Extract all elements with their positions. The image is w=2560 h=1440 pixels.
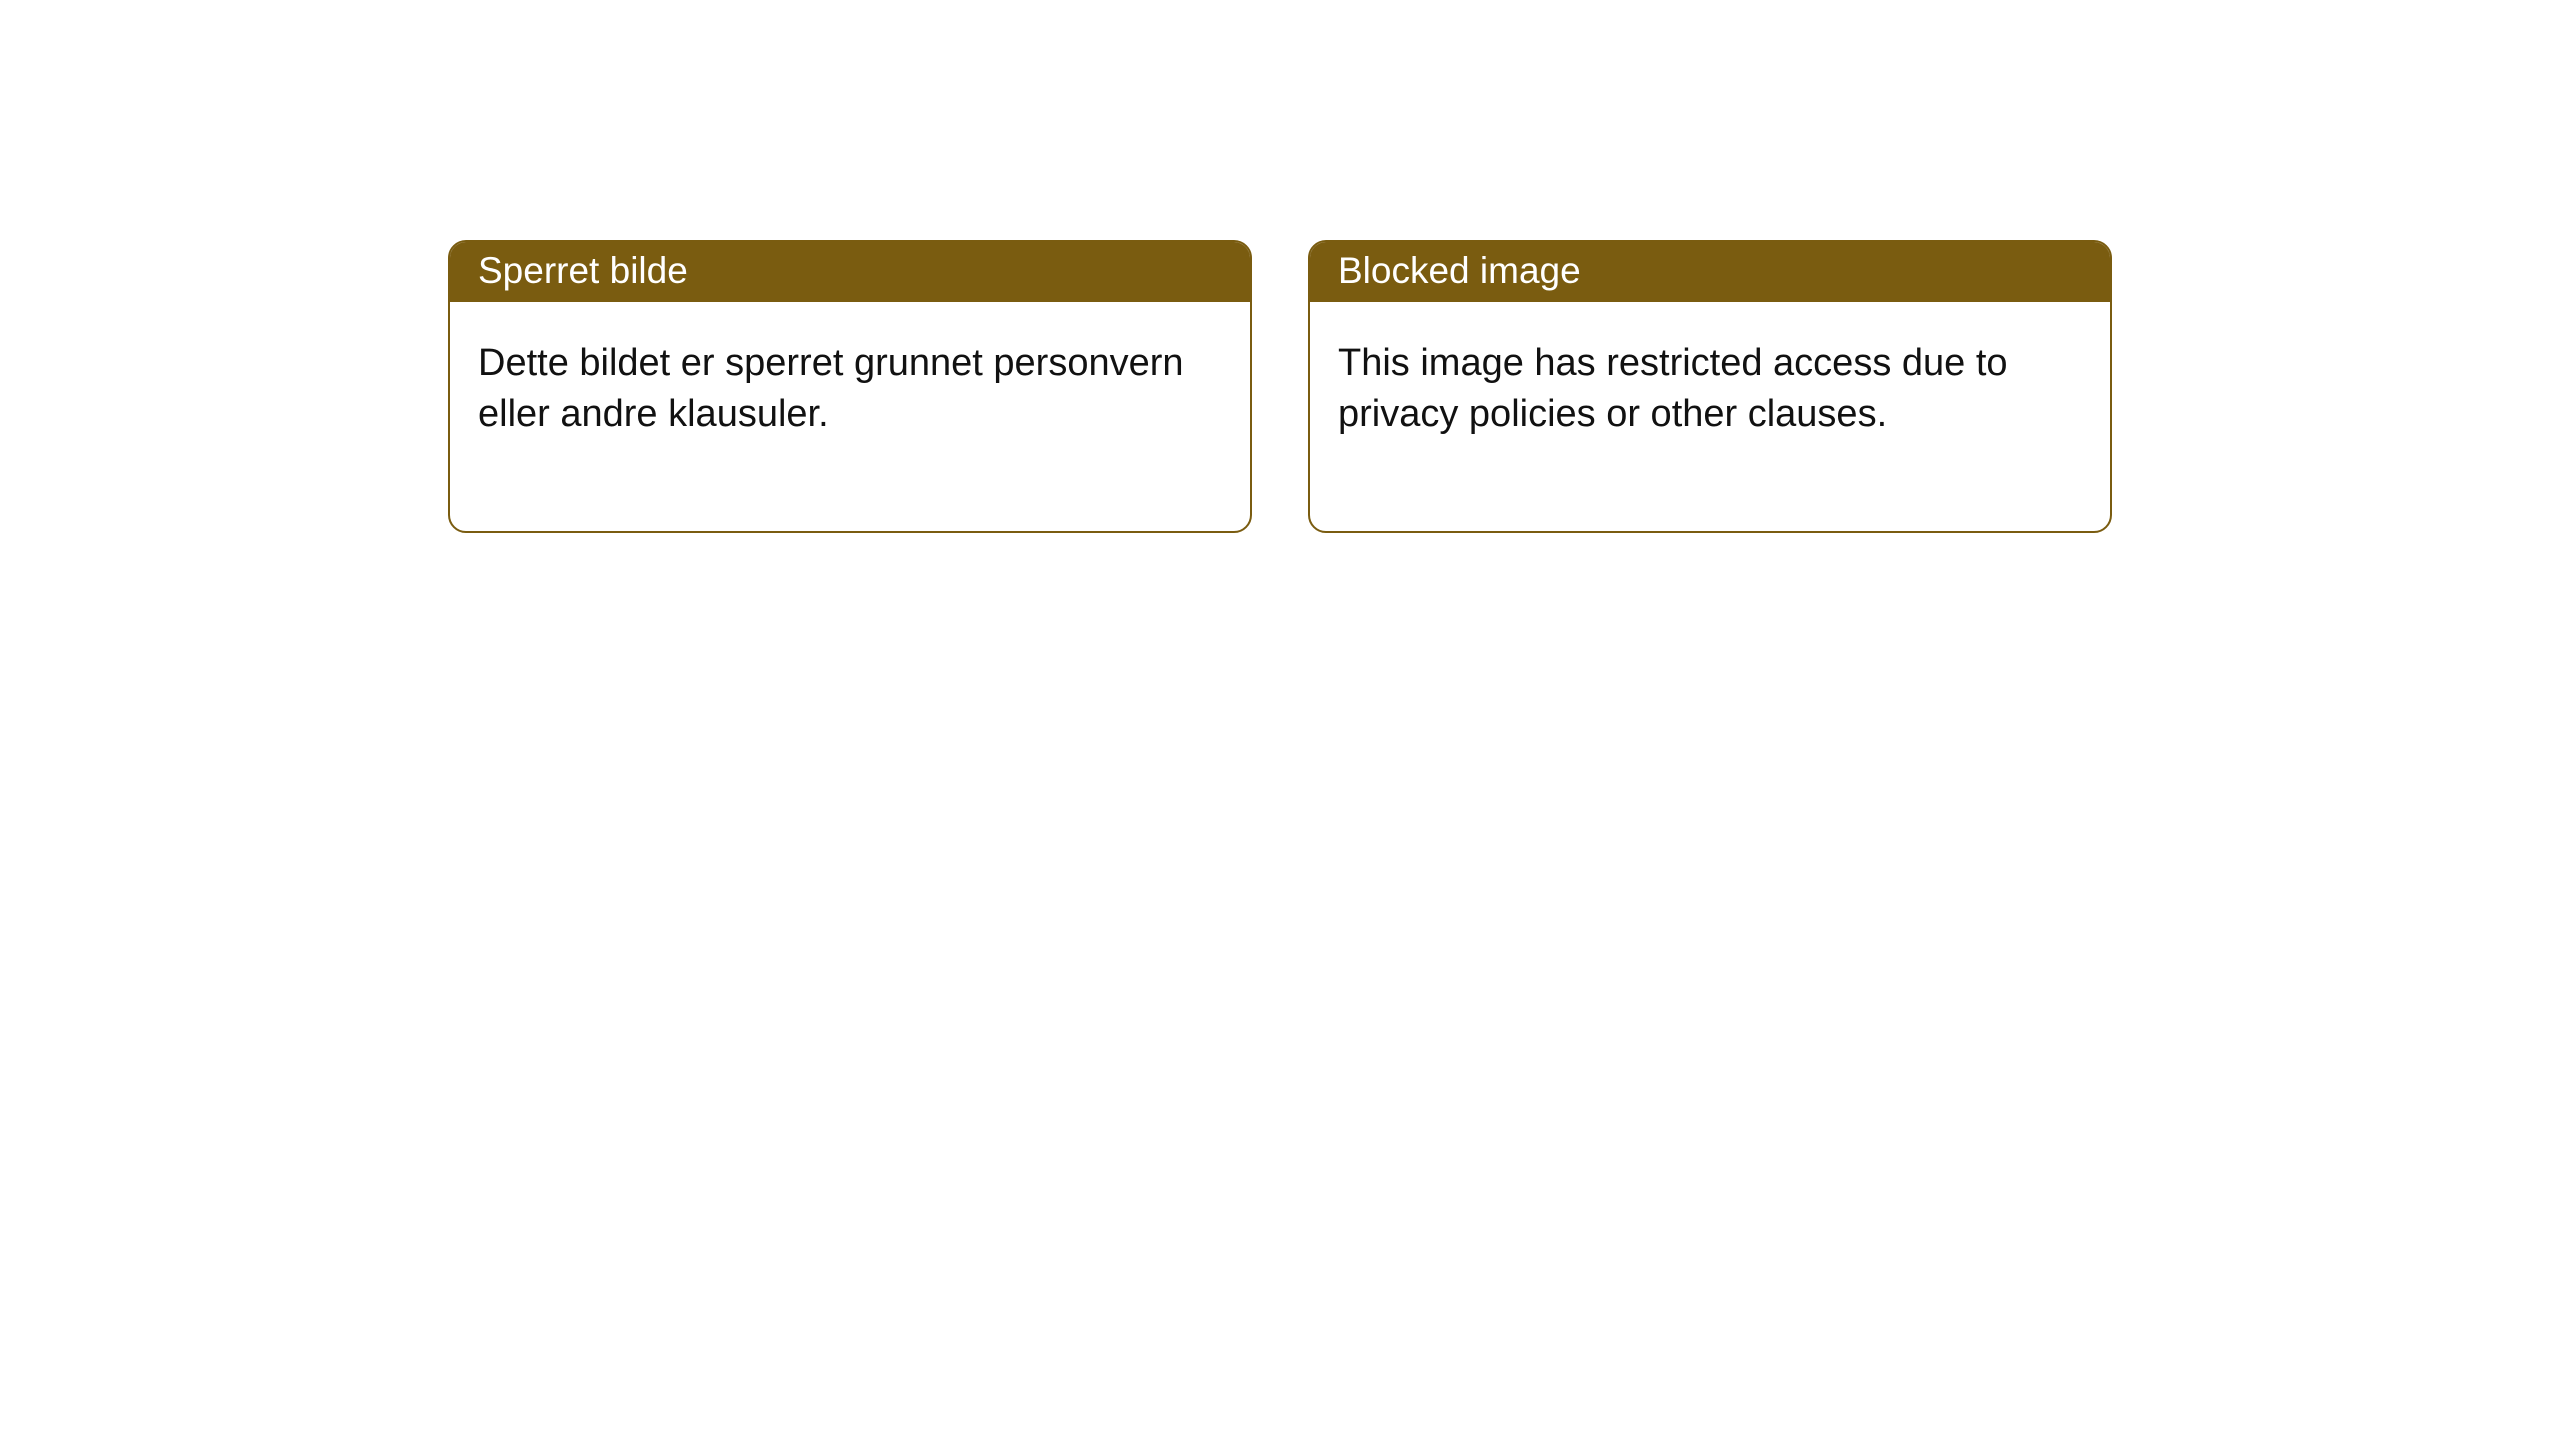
notice-card-english: Blocked image This image has restricted … <box>1308 240 2112 533</box>
notice-container: Sperret bilde Dette bildet er sperret gr… <box>0 0 2560 533</box>
notice-card-norwegian: Sperret bilde Dette bildet er sperret gr… <box>448 240 1252 533</box>
notice-message-english: This image has restricted access due to … <box>1310 302 2110 531</box>
notice-message-norwegian: Dette bildet er sperret grunnet personve… <box>450 302 1250 531</box>
notice-title-norwegian: Sperret bilde <box>450 242 1250 302</box>
notice-title-english: Blocked image <box>1310 242 2110 302</box>
